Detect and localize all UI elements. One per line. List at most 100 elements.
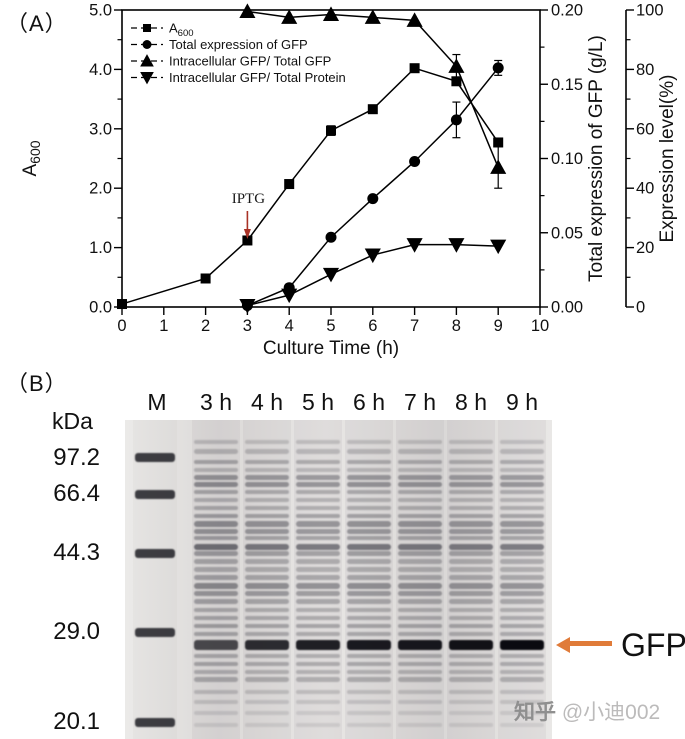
protein-band — [398, 535, 442, 541]
svg-text:7: 7 — [410, 317, 419, 335]
protein-band — [500, 623, 544, 629]
protein-band — [449, 567, 493, 572]
protein-band — [245, 489, 289, 495]
svg-text:4: 4 — [285, 317, 294, 335]
protein-band — [500, 631, 544, 637]
protein-band — [296, 521, 340, 527]
lane-label-6h: 6 h — [353, 389, 385, 415]
lane-label-5h: 5 h — [302, 389, 334, 415]
protein-band — [398, 489, 442, 495]
series-intracellular-gfp-total-protein — [239, 238, 507, 314]
y-axis-left: 0.0 1.0 2.0 3.0 4.0 5.0 A600 — [20, 2, 122, 317]
protein-band — [347, 505, 391, 511]
protein-band — [398, 459, 442, 465]
mw-label-44: 44.3 — [53, 539, 100, 567]
gel-lane-5h — [294, 420, 342, 739]
y-axis-percent-title: Expression level(%) — [657, 75, 678, 243]
protein-band — [245, 599, 289, 605]
protein-band — [296, 513, 340, 519]
protein-band — [398, 583, 442, 589]
protein-band — [296, 543, 340, 550]
protein-band — [296, 583, 340, 589]
protein-band — [194, 689, 238, 694]
protein-band — [347, 497, 391, 502]
protein-band — [296, 677, 340, 682]
gel-lane-6h — [345, 420, 393, 739]
y-axis-percent: 0 20 40 60 80 100 Expression level(%) — [625, 2, 678, 317]
gfp-arrowhead — [556, 637, 570, 653]
protein-band — [296, 467, 340, 472]
protein-band — [500, 567, 544, 572]
protein-band — [449, 559, 493, 565]
protein-band — [398, 623, 442, 629]
protein-band — [449, 440, 493, 445]
protein-band — [347, 449, 391, 454]
protein-band — [500, 723, 544, 727]
protein-band — [194, 489, 238, 495]
protein-band — [449, 449, 493, 454]
gfp-band-label: GFP — [621, 627, 685, 663]
protein-band — [449, 467, 493, 472]
svg-text:40: 40 — [636, 180, 654, 198]
protein-band — [194, 459, 238, 465]
protein-band — [500, 474, 544, 480]
watermark: 知乎 @小迪002 — [514, 696, 660, 726]
protein-band — [398, 567, 442, 572]
protein-band — [194, 631, 238, 637]
protein-band — [398, 467, 442, 472]
lane-label-3h: 3 h — [200, 389, 232, 415]
gfp-band — [500, 639, 544, 650]
protein-band — [194, 591, 238, 597]
protein-band — [347, 689, 391, 694]
protein-band — [398, 505, 442, 511]
protein-band — [245, 661, 289, 667]
gfp-band — [296, 639, 340, 650]
protein-band — [449, 591, 493, 597]
svg-text:80: 80 — [636, 61, 654, 79]
protein-band — [194, 723, 238, 727]
protein-band — [500, 481, 544, 487]
gel-image — [125, 420, 552, 739]
gfp-band — [347, 639, 391, 650]
protein-band — [500, 440, 544, 445]
protein-band — [398, 481, 442, 487]
protein-band — [296, 599, 340, 605]
protein-band — [296, 653, 340, 659]
svg-text:60: 60 — [636, 120, 654, 138]
protein-band — [398, 599, 442, 605]
protein-band — [398, 497, 442, 502]
protein-band — [245, 700, 289, 705]
gfp-band — [398, 639, 442, 650]
y-axis-left-title: A600 — [20, 140, 43, 176]
protein-band — [500, 559, 544, 565]
watermark-user: @小迪002 — [561, 701, 661, 724]
protein-band — [449, 711, 493, 715]
protein-band — [245, 723, 289, 727]
protein-band — [347, 567, 391, 572]
protein-band — [500, 583, 544, 589]
protein-band — [194, 481, 238, 487]
iptg-annotation: IPTG — [232, 191, 265, 239]
protein-band — [398, 615, 442, 621]
protein-band — [194, 575, 238, 581]
marker-band-29.0 — [135, 627, 175, 637]
protein-band — [296, 459, 340, 465]
protein-band — [449, 543, 493, 550]
lane-label-7h: 7 h — [404, 389, 436, 415]
marker-lane-label: M — [147, 389, 167, 415]
protein-band — [398, 591, 442, 597]
protein-band — [194, 559, 238, 565]
protein-band — [500, 543, 544, 550]
protein-band — [449, 723, 493, 727]
protein-band — [347, 543, 391, 550]
protein-band — [296, 481, 340, 487]
protein-band — [245, 591, 289, 597]
protein-band — [245, 559, 289, 565]
marker-band-20.1 — [135, 717, 175, 727]
protein-band — [296, 535, 340, 541]
protein-band — [296, 669, 340, 674]
legend-label: Intracellular GFP/ Total GFP — [169, 54, 331, 69]
gel-lane-4h — [243, 420, 291, 739]
protein-band — [398, 661, 442, 667]
